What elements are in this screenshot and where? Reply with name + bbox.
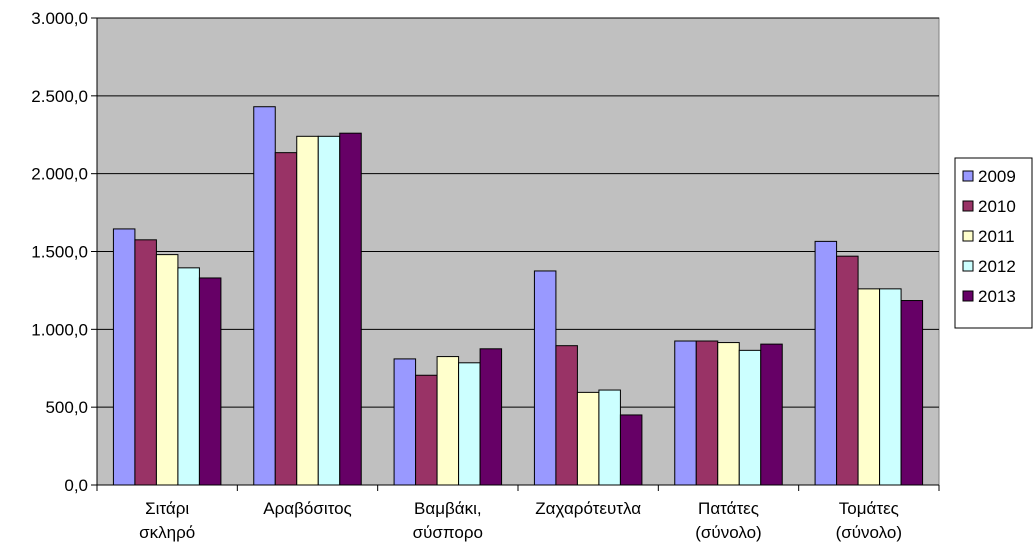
legend-swatch: [962, 260, 974, 272]
bar-2013-5: [900, 300, 924, 486]
y-tick-label: 0,0: [64, 476, 88, 495]
bar-2009-1: [253, 106, 276, 486]
bar-2009-3: [533, 270, 557, 486]
bar-2009-5: [814, 240, 838, 486]
x-tick-label: Βαμβάκι,: [414, 499, 482, 518]
legend-label: 2010: [978, 197, 1016, 216]
x-tick-label: Αραβόσιτος: [263, 499, 351, 518]
bar-2011-4: [717, 342, 740, 486]
legend-label: 2012: [978, 257, 1016, 276]
legend-swatch: [962, 230, 974, 242]
y-tick-label: 2.000,0: [31, 165, 88, 184]
bar-2013-3: [619, 414, 643, 486]
bar-2010-0: [134, 239, 157, 486]
legend-swatch: [962, 170, 974, 182]
y-tick-label: 500,0: [45, 398, 88, 417]
bar-2009-0: [112, 228, 136, 486]
bar-2010-2: [415, 374, 438, 486]
bar-2013-1: [339, 132, 362, 486]
bar-2011-3: [576, 391, 600, 486]
y-tick-label: 1.000,0: [31, 320, 88, 339]
legend-swatch: [962, 290, 974, 302]
x-axis: Σιτάρι σκληρό Αραβόσιτος Βαμβάκι, σύσπορο Ζαχ…: [96, 484, 940, 542]
bar-2009-4: [674, 340, 697, 486]
bar-2012-2: [458, 362, 481, 486]
bar-2010-5: [836, 255, 859, 486]
bar-2010-1: [274, 152, 298, 486]
plot-area: [96, 17, 940, 486]
bar-2012-3: [598, 389, 621, 486]
bar-2011-5: [857, 288, 881, 486]
legend-label: 2009: [978, 167, 1016, 186]
bar-2009-2: [393, 358, 417, 486]
bar-2012-1: [317, 135, 341, 486]
bar-2011-2: [436, 356, 460, 486]
x-tick-label: Πατάτες: [698, 499, 759, 518]
bar-2011-0: [155, 254, 179, 486]
y-axis: 0,0 500,0 1.000,0 1.500,0 2.000,0 2.500,0 3.00…: [31, 9, 98, 495]
bar-2010-3: [555, 345, 578, 486]
legend-swatch: [962, 200, 974, 212]
x-tick-label: Ζαχαρότευτλα: [535, 499, 641, 518]
bar-2011-1: [296, 135, 319, 486]
y-tick-label: 2.500,0: [31, 87, 88, 106]
y-tick-label: 3.000,0: [31, 9, 88, 28]
bar-2010-4: [695, 340, 719, 486]
x-tick-label: (σύνολο): [836, 523, 902, 542]
bar-2013-4: [760, 343, 783, 486]
legend-label: 2013: [978, 287, 1016, 306]
x-tick-label: σκληρό: [139, 523, 195, 542]
bar-2012-4: [738, 349, 762, 486]
bar-2012-5: [879, 288, 902, 486]
x-tick-label: Τομάτες: [839, 499, 899, 518]
bar-2013-0: [198, 277, 222, 486]
y-tick-label: 1.500,0: [31, 243, 88, 262]
x-tick-label: σύσπορο: [413, 523, 483, 542]
x-tick-label: Σιτάρι: [145, 499, 189, 518]
legend-label: 2011: [978, 227, 1015, 246]
legend: 2009 2010 2011 2012 2013: [954, 157, 1033, 329]
bar-2012-0: [177, 267, 200, 486]
x-tick-label: (σύνολο): [695, 523, 761, 542]
bar-2013-2: [479, 348, 503, 486]
